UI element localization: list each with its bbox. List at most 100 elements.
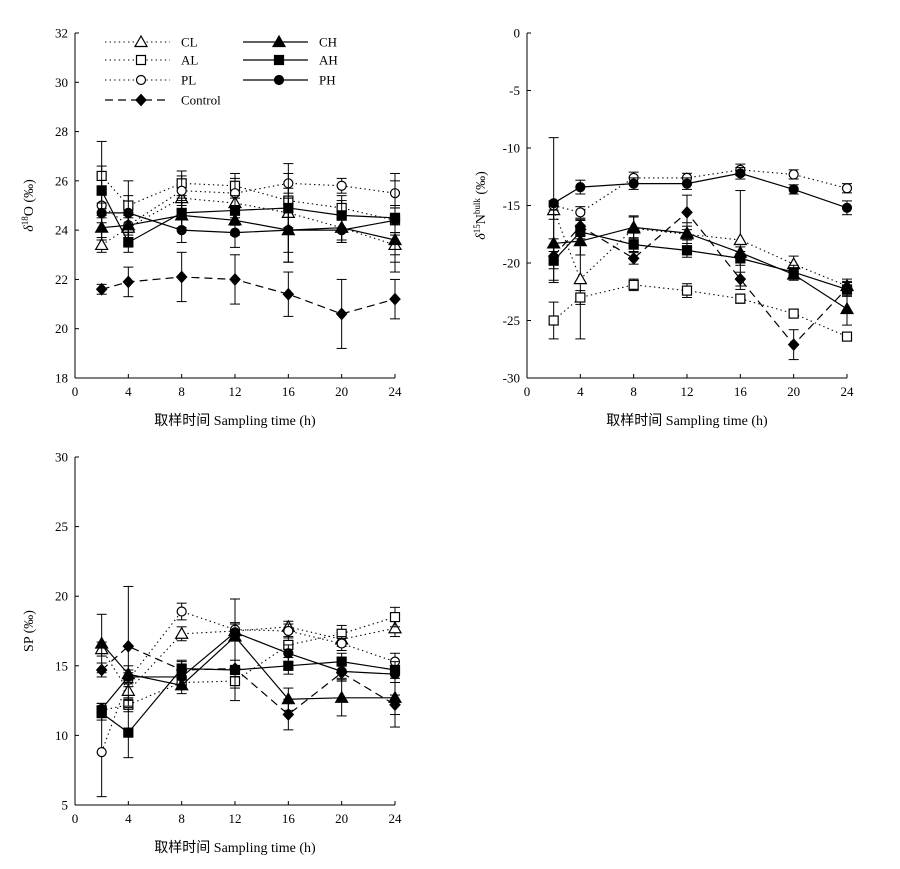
series-AH bbox=[548, 224, 853, 297]
data-point bbox=[389, 611, 401, 623]
data-point bbox=[575, 292, 586, 303]
data-point bbox=[681, 285, 693, 296]
series-line bbox=[101, 616, 396, 711]
y-tick-label: -15 bbox=[503, 198, 520, 213]
series-PH bbox=[548, 137, 853, 270]
legend-label: AL bbox=[181, 53, 198, 68]
legend-label: PL bbox=[181, 73, 196, 88]
data-point bbox=[174, 626, 189, 639]
data-point bbox=[229, 664, 241, 676]
data-point bbox=[122, 639, 135, 653]
data-point bbox=[575, 226, 586, 238]
chart-panel-bottom-left: 0 4 8 12 16 20 24 5 10 15 20 25 30 取样时间 Sampling time… bbox=[22, 450, 403, 856]
data-point bbox=[175, 270, 188, 284]
data-point bbox=[283, 225, 294, 236]
data-point bbox=[788, 184, 799, 195]
data-point bbox=[628, 178, 639, 189]
x-tick-label: 4 bbox=[125, 384, 132, 399]
x-tick-label: 8 bbox=[630, 384, 637, 399]
data-point bbox=[573, 271, 588, 285]
data-point bbox=[734, 272, 747, 286]
data-point bbox=[281, 691, 296, 705]
data-point bbox=[387, 621, 403, 634]
data-point bbox=[95, 282, 108, 296]
data-point bbox=[735, 253, 746, 264]
series-Control bbox=[547, 194, 853, 361]
y-axis-title: SP (‰) bbox=[22, 610, 37, 652]
x-axis-title: 取样时间 Sampling time (h) bbox=[154, 413, 316, 429]
data-point bbox=[176, 606, 187, 617]
data-point bbox=[336, 638, 347, 649]
data-point bbox=[94, 237, 109, 251]
x-tick-label: 20 bbox=[787, 384, 800, 399]
data-point bbox=[336, 180, 347, 191]
y-tick-label: 30 bbox=[55, 450, 68, 465]
y-axis-title: δ15Nbulk (‰) bbox=[472, 171, 489, 240]
data-point bbox=[628, 279, 639, 290]
series-AL bbox=[548, 278, 853, 342]
data-point bbox=[575, 182, 586, 193]
data-point bbox=[681, 206, 693, 219]
x-tick-label: 12 bbox=[681, 384, 694, 399]
legend-marker bbox=[135, 54, 147, 66]
x-tick-label: 16 bbox=[734, 384, 748, 399]
legend-marker bbox=[273, 74, 285, 86]
data-point bbox=[336, 666, 347, 677]
data-point bbox=[575, 207, 586, 218]
data-point bbox=[96, 747, 107, 758]
series-Control bbox=[95, 251, 401, 349]
series-PL bbox=[96, 602, 401, 798]
data-point bbox=[283, 625, 294, 637]
data-point bbox=[123, 207, 134, 218]
chart-panel-top-left: 0 4 8 12 16 20 24 18 20 22 24 26 28 30 32 取样时间 Sampling… bbox=[20, 26, 403, 429]
legend-marker bbox=[133, 34, 149, 48]
series-line bbox=[101, 190, 396, 244]
data-point bbox=[334, 690, 349, 703]
data-point bbox=[176, 671, 187, 683]
data-point bbox=[389, 292, 401, 306]
y-axis-title: δ18O (‰) bbox=[20, 179, 37, 232]
series-line bbox=[553, 284, 848, 338]
series-line bbox=[101, 276, 396, 315]
data-point bbox=[787, 338, 800, 352]
y-tick-label: 20 bbox=[55, 589, 68, 604]
series-CL bbox=[546, 190, 855, 340]
data-point bbox=[229, 627, 241, 638]
series-line bbox=[101, 626, 396, 692]
x-tick-label: 12 bbox=[229, 811, 242, 826]
y-tick-label: 28 bbox=[55, 124, 68, 139]
data-point bbox=[548, 198, 559, 209]
data-point bbox=[387, 690, 403, 703]
series-CH bbox=[94, 598, 403, 728]
data-point bbox=[679, 225, 695, 239]
series-CH bbox=[546, 206, 855, 326]
series-line bbox=[553, 169, 848, 213]
data-point bbox=[229, 205, 241, 216]
data-point bbox=[841, 331, 853, 342]
data-point bbox=[96, 703, 107, 715]
y-tick-label: 5 bbox=[62, 798, 69, 813]
x-tick-label: 0 bbox=[72, 384, 79, 399]
legend-label: PH bbox=[319, 73, 336, 88]
data-point bbox=[96, 185, 107, 196]
series-line bbox=[101, 635, 395, 700]
x-axis-title: 取样时间 Sampling time (h) bbox=[606, 413, 768, 429]
data-point bbox=[123, 671, 134, 683]
data-point bbox=[788, 169, 799, 180]
data-point bbox=[628, 239, 639, 250]
series-PH bbox=[96, 180, 401, 263]
series-line bbox=[101, 175, 396, 221]
legend-marker bbox=[271, 34, 287, 48]
y-tick-label: 0 bbox=[514, 26, 521, 41]
data-point bbox=[96, 207, 107, 218]
y-tick-label: -30 bbox=[503, 371, 520, 386]
x-tick-label: 24 bbox=[841, 384, 855, 399]
data-point bbox=[626, 220, 641, 233]
data-point bbox=[229, 227, 241, 238]
data-point bbox=[176, 185, 187, 196]
data-point bbox=[336, 225, 347, 236]
data-point bbox=[176, 225, 187, 236]
series-CL bbox=[94, 619, 403, 700]
data-point bbox=[573, 233, 588, 247]
